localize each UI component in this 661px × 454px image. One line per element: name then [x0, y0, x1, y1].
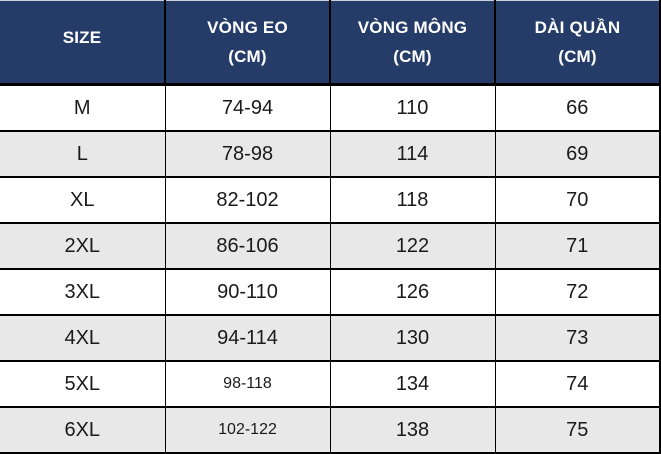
- size-cell: 5XL: [0, 361, 165, 408]
- size-cell: 4XL: [0, 315, 165, 362]
- size-cell: M: [0, 84, 165, 132]
- hip-cell: 110: [329, 84, 495, 132]
- table-row: 6XL 102-122 138 75: [0, 407, 661, 454]
- hip-cell: 122: [329, 223, 495, 270]
- table-row: 5XL 98-118 134 74: [0, 361, 661, 408]
- size-cell: 6XL: [0, 407, 165, 454]
- column-header-length-label: DÀI QUẦN: [534, 17, 621, 37]
- length-cell: 69: [494, 131, 661, 178]
- length-cell: 75: [494, 407, 661, 454]
- table-row: 2XL 86-106 122 71: [0, 223, 661, 270]
- size-chart-body: M 74-94 110 66 L 78-98 114 69 XL 82-102 …: [0, 84, 661, 454]
- hip-cell: 126: [329, 269, 495, 316]
- waist-cell: 90-110: [164, 269, 330, 316]
- hip-cell: 114: [329, 131, 495, 178]
- table-row: 3XL 90-110 126 72: [0, 269, 661, 316]
- length-cell: 70: [494, 177, 661, 224]
- length-cell: 74: [494, 361, 661, 408]
- column-header-hip: VÒNG MÔNG (CM): [329, 0, 495, 86]
- column-header-size: SIZE: [0, 0, 165, 86]
- hip-cell: 118: [329, 177, 495, 224]
- waist-cell: 98-118: [164, 361, 330, 408]
- column-header-waist: VÒNG EO (CM): [164, 0, 330, 86]
- hip-cell: 134: [329, 361, 495, 408]
- column-header-length: DÀI QUẦN (CM): [494, 0, 661, 86]
- column-header-hip-label: VÒNG MÔNG: [357, 17, 468, 37]
- column-header-hip-unit: (CM): [393, 46, 432, 66]
- waist-cell: 86-106: [164, 223, 330, 270]
- column-header-waist-label: VÒNG EO: [207, 17, 288, 37]
- hip-cell: 130: [329, 315, 495, 362]
- size-cell: 2XL: [0, 223, 165, 270]
- hip-cell: 138: [329, 407, 495, 454]
- length-cell: 73: [494, 315, 661, 362]
- size-cell: 3XL: [0, 269, 165, 316]
- length-cell: 71: [494, 223, 661, 270]
- column-header-waist-unit: (CM): [228, 46, 267, 66]
- size-cell: XL: [0, 177, 165, 224]
- waist-cell: 94-114: [164, 315, 330, 362]
- header-row: SIZE VÒNG EO (CM) VÒNG MÔNG (CM) DÀI QUẦ…: [0, 0, 661, 86]
- waist-cell: 74-94: [164, 84, 330, 132]
- length-cell: 72: [494, 269, 661, 316]
- table-row: XL 82-102 118 70: [0, 177, 661, 224]
- size-cell: L: [0, 131, 165, 178]
- waist-cell: 102-122: [164, 407, 330, 454]
- size-chart-header: SIZE VÒNG EO (CM) VÒNG MÔNG (CM) DÀI QUẦ…: [0, 0, 661, 86]
- column-header-size-label: SIZE: [62, 27, 102, 47]
- length-cell: 66: [494, 84, 661, 132]
- waist-cell: 82-102: [164, 177, 330, 224]
- column-header-length-unit: (CM): [558, 46, 597, 66]
- table-row: L 78-98 114 69: [0, 131, 661, 178]
- table-row: M 74-94 110 66: [0, 84, 661, 132]
- table-row: 4XL 94-114 130 73: [0, 315, 661, 362]
- waist-cell: 78-98: [164, 131, 330, 178]
